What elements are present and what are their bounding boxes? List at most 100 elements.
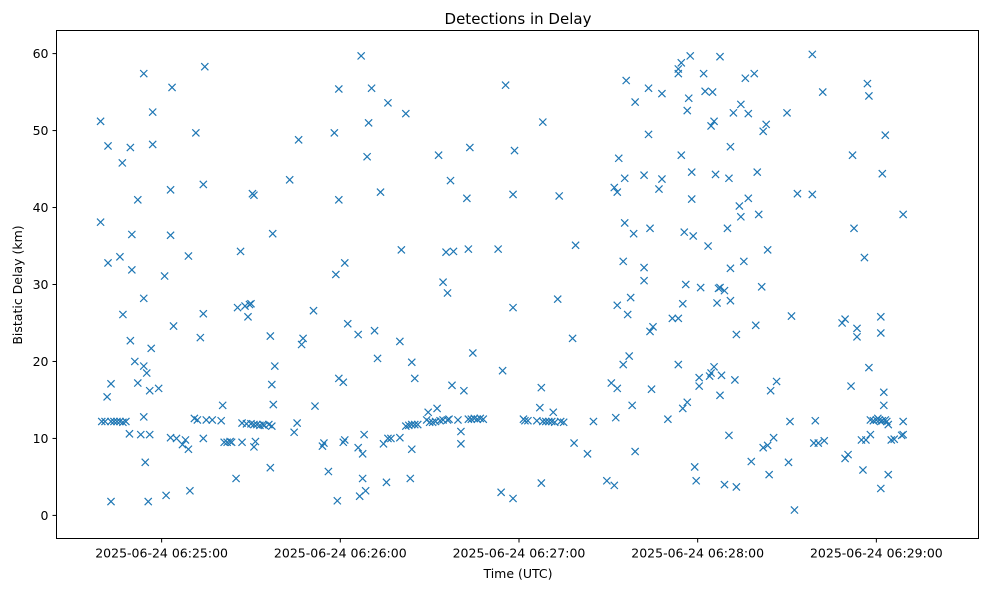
data-point [784,458,793,467]
data-point [252,420,261,429]
data-point [808,190,817,199]
data-point [383,434,392,443]
data-point [620,218,629,227]
data-point [144,497,153,506]
data-point [497,488,506,497]
data-point [765,470,774,479]
data-point [876,484,885,493]
data-point [446,176,455,185]
data-point [668,314,677,323]
data-point [473,415,482,424]
data-point [757,282,766,291]
data-point [166,185,175,194]
data-point [139,362,148,371]
data-point [382,478,391,487]
data-point [674,360,683,369]
data-point [677,151,686,160]
data-point [848,151,857,160]
data-point [434,151,443,160]
data-point [133,195,142,204]
data-point [720,480,729,489]
data-point [762,120,771,129]
data-point [340,258,349,267]
data-point [570,439,579,448]
data-point [678,404,687,413]
data-point [127,265,136,274]
data-point [899,210,908,219]
data-point [410,420,419,429]
data-point [309,306,318,315]
data-point [884,420,893,429]
x-axis-ticks: 2025-06-24 06:25:00 2025-06-24 06:26:00 20… [95,538,943,561]
data-point [695,373,704,382]
data-point [97,417,106,426]
data-point [726,296,735,305]
data-point [614,154,623,163]
data-point [541,417,550,426]
chart-title: Detections in Delay [445,10,592,28]
data-point [645,327,655,336]
data-point [407,420,416,429]
data-point [879,388,888,397]
data-point [361,486,370,495]
data-point [730,375,739,384]
data-point [657,175,666,184]
data-point [266,332,275,341]
data-point [713,298,722,307]
data-point [509,190,518,199]
data-point [103,141,113,150]
data-point [861,435,870,445]
data-point [285,175,294,184]
data-point [199,309,208,318]
data-point [217,416,226,425]
data-point [782,108,792,117]
data-point [101,417,110,426]
data-point [647,385,656,394]
data-point [535,403,544,412]
data-point [620,174,629,183]
y-tick-label: 10 [33,431,49,446]
data-point [866,415,875,424]
data-point [629,229,638,238]
data-point [683,398,692,407]
data-point [568,334,577,343]
data-point [686,51,695,60]
data-point [648,322,658,331]
data-point [811,416,820,425]
data-point [509,494,518,503]
data-point [453,415,462,424]
data-point [790,505,799,515]
data-point [844,450,853,459]
data-point [118,310,127,319]
plot-area [96,50,908,515]
data-point [678,299,687,308]
data-point [622,76,631,85]
data-point [674,314,683,323]
data-point [793,189,802,198]
data-point [139,69,148,78]
data-point [249,191,258,200]
data-point [625,352,634,361]
data-point [501,81,510,90]
data-point [876,312,885,321]
data-point [849,224,859,233]
data-point [559,418,568,427]
data-point [191,128,200,137]
data-point [294,135,303,144]
x-tick-label: 2025-06-24 06:29:00 [810,546,943,561]
data-point [739,257,748,266]
data-point [556,417,565,426]
data-point [184,445,193,454]
data-point [106,417,116,426]
data-point [379,439,388,448]
data-point [583,449,592,458]
data-point [126,336,135,345]
data-point [169,322,178,331]
y-axis-ticks: 0 10 20 30 40 50 60 [33,46,57,523]
data-point [645,224,655,233]
data-point [424,408,433,417]
data-point [753,168,762,177]
data-point [340,435,349,445]
data-point [299,334,308,343]
data-point [162,491,171,500]
